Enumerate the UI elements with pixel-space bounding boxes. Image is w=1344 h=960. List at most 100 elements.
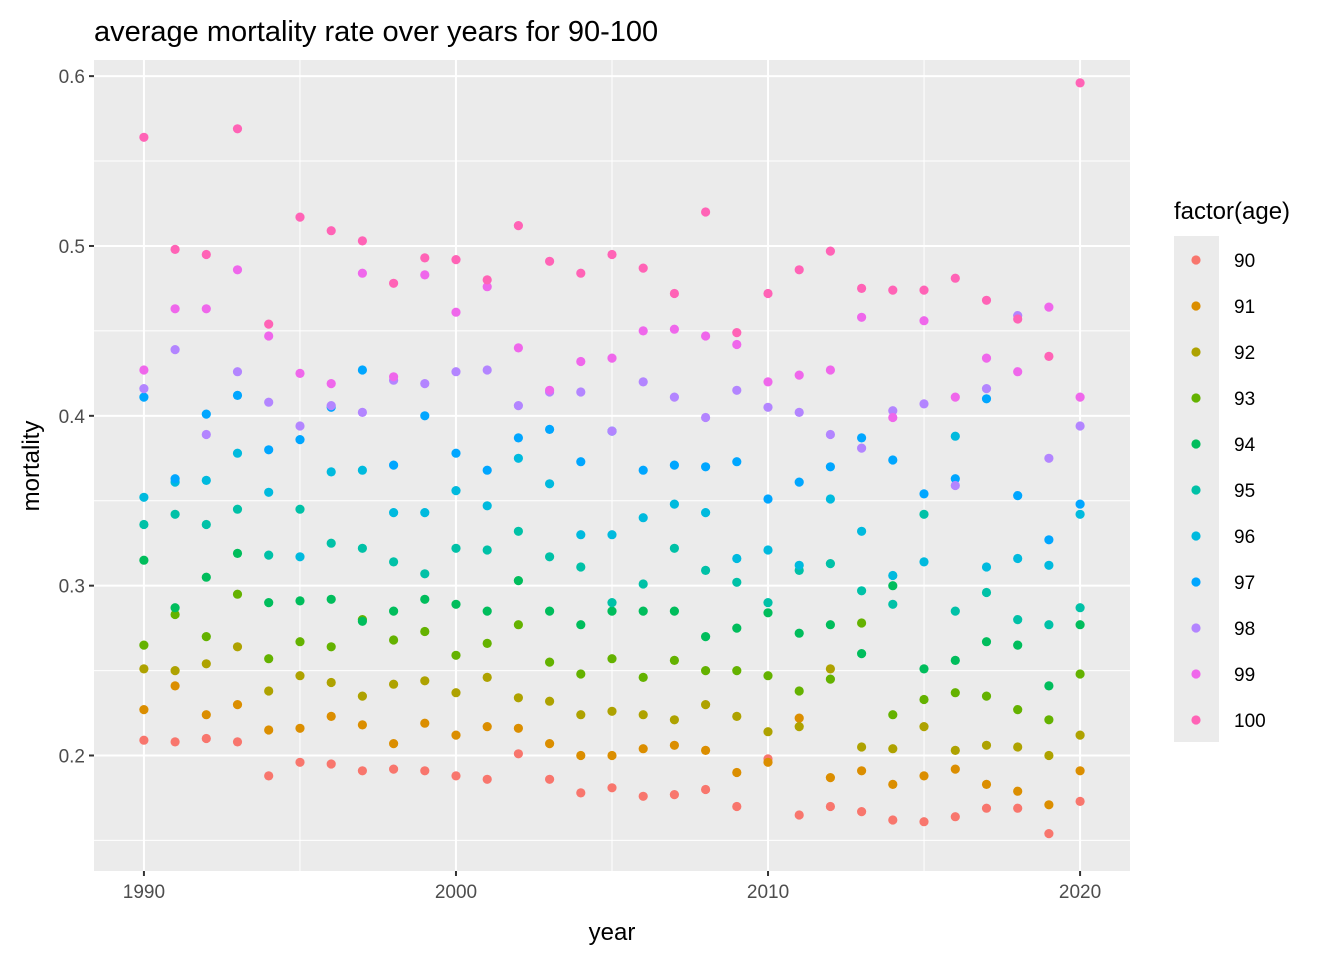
data-point-age-92	[201, 659, 211, 669]
data-point-age-93	[857, 618, 867, 628]
data-point-age-93	[389, 635, 399, 645]
data-point-age-91	[1013, 786, 1023, 796]
data-point-age-95	[857, 586, 867, 596]
data-point-age-99	[1013, 367, 1023, 377]
data-point-age-92	[420, 676, 430, 686]
data-point-age-95	[888, 599, 898, 609]
data-point-age-98	[420, 379, 430, 389]
data-point-age-92	[1075, 730, 1085, 740]
data-point-age-96	[638, 513, 648, 523]
data-point-age-97	[732, 457, 742, 467]
data-point-age-99	[1044, 302, 1054, 312]
data-point-age-92	[357, 691, 367, 701]
data-point-age-100	[919, 285, 929, 295]
data-point-age-94	[732, 623, 742, 633]
data-point-age-94	[1044, 681, 1054, 691]
data-point-age-100	[420, 253, 430, 263]
data-point-age-90	[1044, 829, 1054, 839]
data-point-age-96	[451, 486, 461, 496]
data-point-age-93	[326, 642, 336, 652]
data-point-age-94	[638, 606, 648, 616]
data-point-age-93	[576, 669, 586, 679]
data-point-age-94	[139, 555, 149, 565]
data-point-age-93	[732, 666, 742, 676]
legend-marker-92	[1191, 347, 1201, 357]
legend-item-92: 92	[1191, 343, 1255, 364]
data-point-age-90	[232, 737, 243, 747]
data-point-age-92	[638, 710, 648, 720]
data-point-age-98	[607, 426, 617, 436]
data-point-age-98	[170, 345, 180, 355]
data-point-age-100	[825, 246, 836, 256]
data-point-age-97	[950, 474, 960, 484]
y-tick-label: 0.2	[59, 747, 85, 768]
data-point-age-100	[389, 278, 399, 288]
data-point-age-95	[451, 543, 461, 553]
data-point-age-92	[888, 744, 898, 754]
data-point-age-98	[981, 384, 992, 394]
data-point-age-95	[638, 579, 648, 589]
data-point-age-94	[232, 548, 243, 559]
data-point-age-94	[763, 608, 773, 618]
data-point-age-91	[326, 711, 336, 722]
y-tick-label: 0.4	[59, 407, 86, 428]
data-point-age-98	[794, 407, 804, 417]
data-point-age-91	[888, 779, 898, 790]
data-point-age-94	[888, 581, 898, 591]
data-point-age-97	[669, 460, 680, 470]
data-point-age-99	[1075, 392, 1085, 402]
data-point-age-91	[669, 740, 680, 750]
data-point-age-97	[357, 365, 367, 375]
data-point-age-98	[888, 406, 898, 416]
data-point-age-98	[326, 401, 336, 411]
data-point-age-91	[1044, 800, 1054, 810]
legend-marker-94	[1191, 439, 1201, 449]
data-point-age-91	[638, 744, 648, 754]
data-point-age-99	[763, 377, 773, 387]
minor-gridlines	[94, 60, 1130, 871]
data-point-age-99	[825, 365, 836, 375]
data-point-age-99	[513, 343, 524, 353]
data-point-age-95	[357, 543, 367, 553]
data-point-age-99	[232, 265, 243, 275]
data-point-age-100	[950, 273, 960, 283]
data-point-age-100	[264, 319, 274, 329]
data-point-age-100	[1044, 351, 1054, 361]
data-point-age-91	[950, 764, 960, 774]
legend-marker-93	[1191, 393, 1201, 403]
data-point-age-97	[389, 460, 399, 470]
data-point-age-99	[732, 339, 742, 350]
legend-item-95: 95	[1191, 481, 1255, 502]
data-point-age-91	[857, 766, 867, 776]
legend-label-98: 98	[1234, 619, 1255, 640]
data-point-age-91	[389, 739, 399, 749]
data-point-age-91	[482, 722, 492, 732]
data-point-age-91	[170, 681, 180, 691]
data-point-age-99	[451, 307, 461, 317]
data-point-age-97	[701, 462, 711, 472]
data-point-age-98	[451, 367, 461, 377]
x-tick-label: 2000	[435, 882, 477, 903]
legend-marker-99	[1191, 669, 1201, 679]
data-point-age-91	[232, 700, 243, 710]
data-point-age-99	[950, 392, 960, 402]
data-point-age-99	[139, 365, 149, 375]
data-point-age-91	[701, 745, 711, 756]
data-point-age-92	[732, 711, 742, 722]
data-point-age-95	[295, 504, 305, 514]
data-point-age-91	[981, 779, 992, 790]
data-point-age-96	[888, 570, 898, 581]
data-point-age-94	[576, 620, 586, 630]
data-point-age-97	[919, 489, 929, 499]
data-point-age-99	[295, 368, 305, 378]
data-point-age-97	[513, 433, 524, 443]
data-point-age-100	[201, 249, 211, 260]
data-point-age-97	[857, 433, 867, 443]
legend-item-97: 97	[1191, 573, 1255, 594]
data-point-age-94	[201, 572, 211, 582]
data-point-age-91	[264, 725, 274, 735]
data-point-age-100	[701, 207, 711, 217]
data-point-age-95	[513, 526, 524, 536]
data-point-age-91	[545, 739, 555, 749]
